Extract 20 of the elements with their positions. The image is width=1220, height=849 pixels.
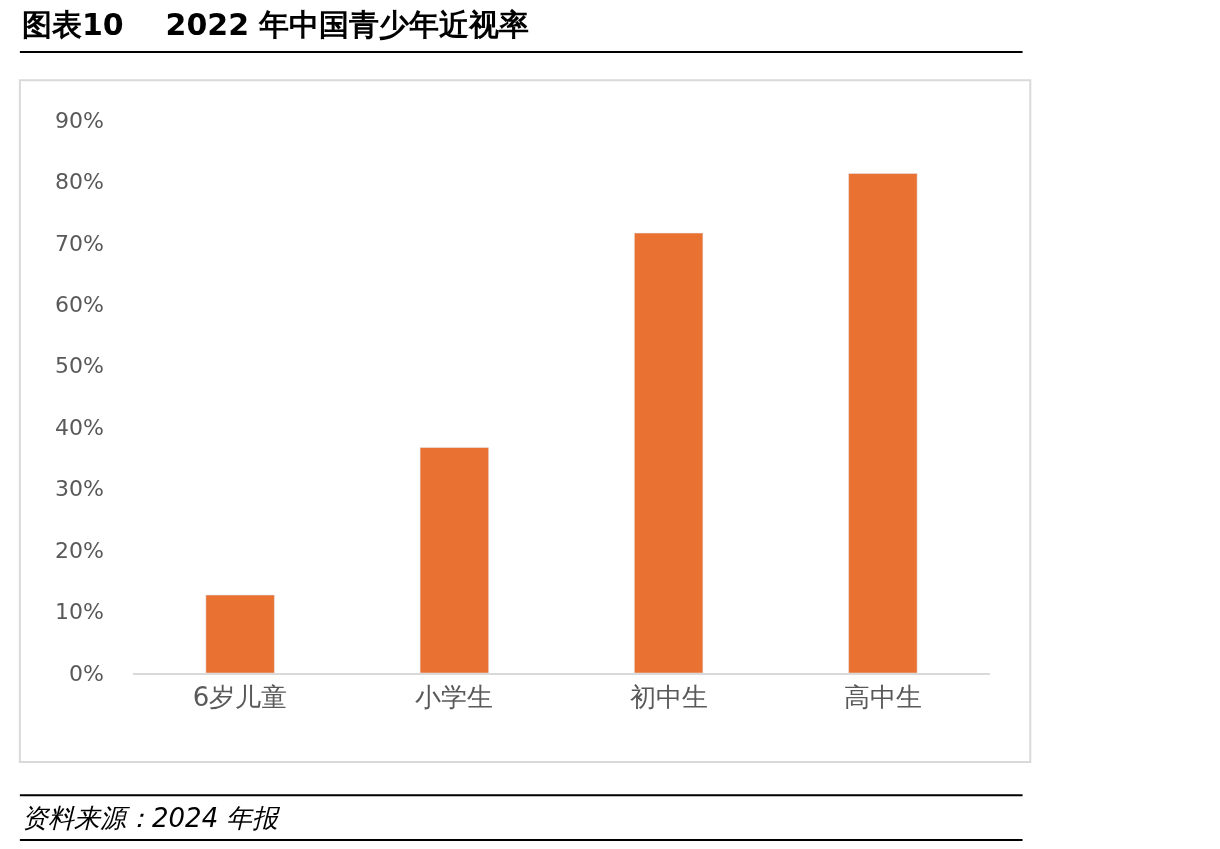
y-tick-label: 90% (55, 107, 104, 133)
x-tick-label: 6岁儿童 (192, 682, 288, 713)
y-tick-label: 60% (55, 292, 104, 318)
x-tick-label: 高中生 (843, 682, 922, 713)
y-tick-label: 20% (55, 537, 104, 563)
y-tick-label: 40% (55, 414, 104, 440)
y-tick-label: 30% (55, 476, 104, 502)
y-tick-label: 80% (55, 169, 104, 195)
bar (419, 447, 489, 673)
y-tick-label: 50% (55, 353, 104, 379)
text: 资料来源：2024 年报 (22, 803, 282, 833)
chart-title: 图表10 2022 年中国青少年近视率 (22, 7, 530, 42)
bar (634, 232, 704, 673)
y-tick-label: 0% (69, 660, 104, 686)
bar (848, 173, 918, 673)
y-tick-label: 10% (55, 599, 104, 625)
y-tick-label: 70% (55, 230, 104, 256)
bar (205, 594, 275, 673)
x-tick-label: 小学生 (415, 682, 494, 713)
x-tick-label: 初中生 (629, 682, 708, 713)
